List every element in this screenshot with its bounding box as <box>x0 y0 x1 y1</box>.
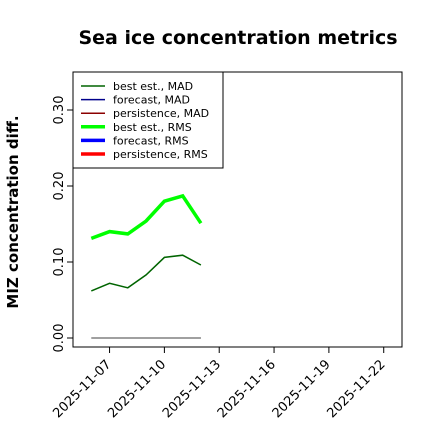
series-lines <box>90 193 203 339</box>
legend-label: persistence, RMS <box>113 148 208 161</box>
series-line <box>91 254 202 292</box>
x-tick-label: 2025-11-22 <box>325 357 389 421</box>
plot-frame <box>72 71 403 348</box>
legend-label: persistence, MAD <box>113 107 209 120</box>
legend-label: forecast, RMS <box>113 134 189 147</box>
x-tick-label: 2025-11-16 <box>215 357 279 421</box>
y-axis: 0.00 0.10 0.20 0.30 <box>52 96 73 353</box>
x-tick-label: 2025-11-19 <box>270 357 334 421</box>
legend-label: best est., RMS <box>113 121 192 134</box>
x-tick-label: 2025-11-07 <box>50 357 114 421</box>
y-tick-label: 0.10 <box>52 248 67 277</box>
legend-label: forecast, MAD <box>113 94 190 107</box>
x-tick-label: 2025-11-10 <box>105 357 169 421</box>
legend-box <box>72 71 224 169</box>
y-tick-label: 0.30 <box>52 96 67 125</box>
chart-title: Sea ice concentration metrics <box>78 27 397 49</box>
series-line <box>90 193 203 241</box>
x-tick-label: 2025-11-13 <box>160 357 224 421</box>
y-axis-label: MIZ concentration diff. <box>4 115 22 308</box>
x-axis: 2025-11-072025-11-102025-11-132025-11-16… <box>50 347 389 421</box>
y-tick-label: 0.00 <box>52 324 67 353</box>
y-tick-label: 0.20 <box>52 172 67 201</box>
legend-label: best est., MAD <box>113 80 193 93</box>
